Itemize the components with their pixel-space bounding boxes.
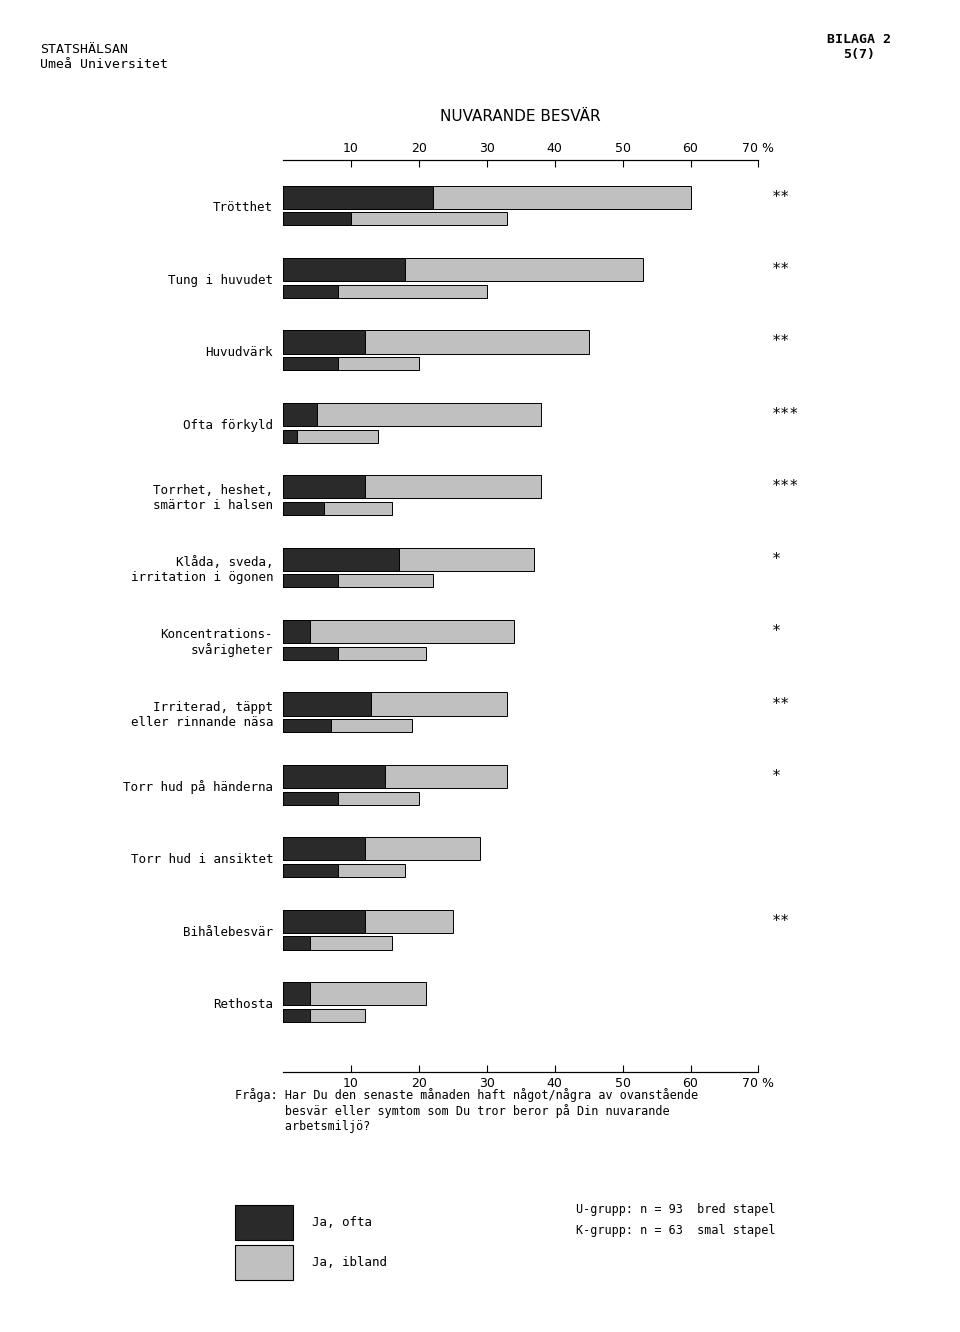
Text: Ja, ibland: Ja, ibland <box>312 1256 387 1269</box>
Text: Torrhet, heshet,
smärtor i halsen: Torrhet, heshet, smärtor i halsen <box>153 484 273 511</box>
Text: Huvudvärk: Huvudvärk <box>205 346 273 360</box>
Text: *: * <box>772 551 781 566</box>
Bar <box>283 982 426 1006</box>
Text: ***: *** <box>772 406 800 422</box>
Bar <box>283 330 365 353</box>
Bar <box>283 936 392 950</box>
Bar <box>283 910 453 932</box>
Bar <box>283 357 419 370</box>
Text: Ofta förkyld: Ofta förkyld <box>183 418 273 432</box>
Text: *: * <box>772 625 781 639</box>
Bar <box>283 864 405 876</box>
Text: Trötthet: Trötthet <box>213 201 273 214</box>
Bar <box>283 402 317 426</box>
Text: Bihålebesvär: Bihålebesvär <box>183 926 273 939</box>
Bar <box>283 619 310 643</box>
Bar <box>283 936 310 950</box>
Bar <box>283 910 365 932</box>
Bar <box>283 285 487 298</box>
Bar <box>283 502 324 515</box>
Bar <box>283 693 372 715</box>
Text: U-grupp: n = 93  bred stapel: U-grupp: n = 93 bred stapel <box>576 1203 776 1216</box>
Bar <box>283 619 514 643</box>
Text: **: ** <box>772 914 790 928</box>
Bar <box>283 285 338 298</box>
Bar <box>283 647 426 659</box>
Bar <box>283 502 392 515</box>
Text: Fråga: Har Du den senaste månaden haft något/några av ovanstående
       besvär : Fråga: Har Du den senaste månaden haft n… <box>235 1088 698 1134</box>
Text: **: ** <box>772 697 790 711</box>
Text: STATSHÄLSAN
Umeå Universitet: STATSHÄLSAN Umeå Universitet <box>40 43 168 71</box>
Bar <box>283 185 690 209</box>
Bar <box>283 547 398 571</box>
Bar <box>283 838 365 860</box>
Bar <box>283 574 433 587</box>
Bar <box>283 1008 310 1022</box>
Title: NUVARANDE BESVÄR: NUVARANDE BESVÄR <box>441 109 601 124</box>
Bar <box>283 430 378 442</box>
Bar <box>283 357 338 370</box>
Bar <box>283 1008 365 1022</box>
Bar <box>283 791 419 805</box>
Bar <box>283 864 338 876</box>
Bar <box>283 258 643 281</box>
Text: Rethosta: Rethosta <box>213 998 273 1011</box>
Text: **: ** <box>772 334 790 349</box>
Text: ***: *** <box>772 480 800 494</box>
Bar <box>283 547 535 571</box>
Bar <box>283 765 385 789</box>
Bar <box>283 476 365 498</box>
Bar <box>283 476 541 498</box>
Bar <box>283 647 338 659</box>
Text: BILAGA 2
5(7): BILAGA 2 5(7) <box>828 33 891 61</box>
Bar <box>283 330 588 353</box>
Bar <box>283 693 507 715</box>
Text: Torr hud i ansiktet: Torr hud i ansiktet <box>131 854 273 866</box>
Bar <box>283 982 310 1006</box>
Bar <box>283 765 507 789</box>
Bar <box>283 258 405 281</box>
Bar <box>283 212 351 225</box>
Bar <box>283 719 330 733</box>
Text: Tung i huvudet: Tung i huvudet <box>168 274 273 286</box>
Text: Ja, ofta: Ja, ofta <box>312 1216 372 1229</box>
Bar <box>283 212 507 225</box>
Text: K-grupp: n = 63  smal stapel: K-grupp: n = 63 smal stapel <box>576 1224 776 1237</box>
Text: *: * <box>772 769 781 785</box>
Text: **: ** <box>772 262 790 277</box>
Bar <box>283 719 412 733</box>
Bar <box>283 185 433 209</box>
Bar <box>283 402 541 426</box>
Bar <box>283 791 338 805</box>
Text: Torr hud på händerna: Torr hud på händerna <box>123 781 273 794</box>
Bar <box>283 838 480 860</box>
Text: **: ** <box>772 189 790 205</box>
Text: Klåda, sveda,
irritation i ögonen: Klåda, sveda, irritation i ögonen <box>131 555 273 583</box>
Text: Koncentrations-
svårigheter: Koncentrations- svårigheter <box>160 627 273 657</box>
Bar <box>283 430 297 442</box>
Bar <box>283 574 338 587</box>
Text: Irriterad, täppt
eller rinnande näsa: Irriterad, täppt eller rinnande näsa <box>131 701 273 729</box>
